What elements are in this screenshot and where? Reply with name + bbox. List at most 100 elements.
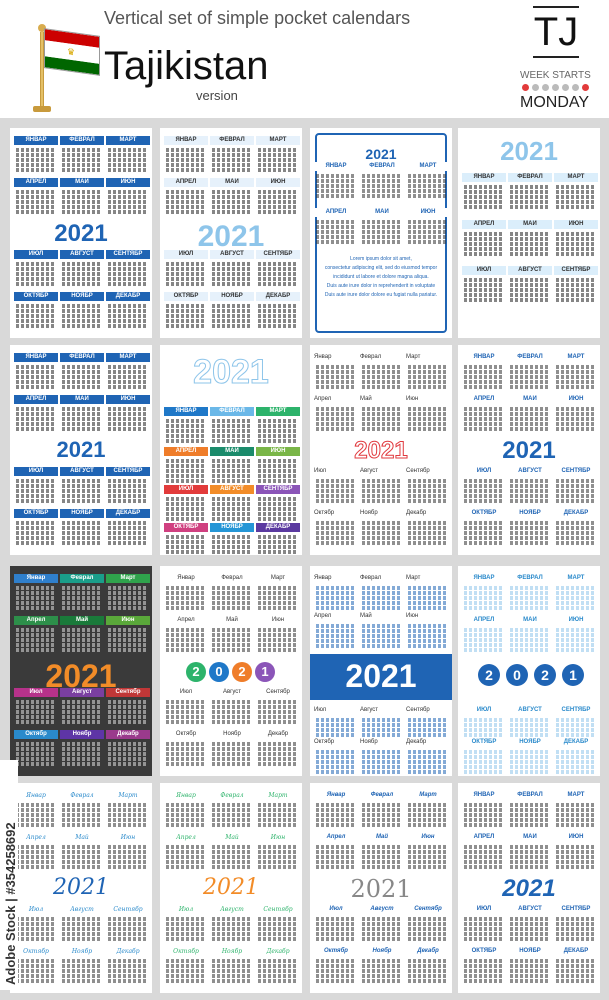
day-row	[556, 205, 596, 209]
day-row	[212, 979, 252, 983]
day-row	[16, 818, 56, 822]
day-row	[212, 512, 252, 516]
month-days	[508, 362, 552, 389]
day-row	[510, 596, 550, 600]
month-name: МАРТ	[256, 407, 300, 416]
month-name: АПРЕЛ	[14, 178, 58, 187]
day-row	[408, 596, 448, 600]
day-row	[16, 153, 56, 157]
day-row	[16, 752, 56, 756]
day-row	[556, 860, 596, 864]
day-row	[62, 606, 102, 610]
month-name: ЯНВАР	[314, 162, 358, 171]
month-days	[60, 956, 104, 983]
day-row	[212, 439, 252, 443]
month-days	[210, 145, 254, 172]
day-row	[258, 469, 298, 473]
month-block: ИЮН	[554, 395, 598, 435]
day-row	[166, 282, 206, 286]
day-row	[16, 282, 56, 286]
day-row	[166, 304, 206, 308]
day-row	[258, 813, 298, 817]
day-row	[556, 521, 596, 525]
calendar-card: Январ Феврал Март Апрел Май Июн Июл Август Сентя…	[160, 783, 302, 993]
day-row	[464, 479, 504, 483]
day-row	[556, 536, 596, 540]
month-name: Октябр	[14, 947, 58, 956]
day-row	[408, 536, 448, 540]
day-row	[62, 932, 102, 936]
day-row	[510, 252, 550, 256]
month-days	[508, 842, 552, 869]
day-row	[62, 927, 102, 931]
year-digit: 2	[232, 662, 252, 682]
month-days	[106, 404, 150, 431]
month-days	[106, 145, 150, 172]
day-row	[166, 512, 206, 516]
day-row	[166, 497, 206, 501]
day-row	[510, 247, 550, 251]
month-block: Январ	[314, 791, 358, 831]
day-row	[316, 499, 356, 503]
month-days	[14, 697, 58, 724]
day-row	[16, 586, 56, 590]
day-row	[408, 606, 448, 610]
day-row	[108, 168, 148, 172]
month-days	[554, 362, 598, 389]
day-row	[362, 855, 402, 859]
day-row	[258, 314, 298, 318]
month-block: СЕНТЯБР	[106, 250, 150, 290]
day-row	[16, 304, 56, 308]
day-row	[510, 526, 550, 530]
day-row	[212, 808, 252, 812]
month-days	[462, 800, 506, 827]
day-row	[62, 808, 102, 812]
month-days	[14, 914, 58, 941]
day-row	[212, 818, 252, 822]
day-row	[166, 606, 206, 610]
month-block: МАРТ	[106, 353, 150, 393]
month-block: СЕНТЯБР	[554, 467, 598, 507]
day-row	[16, 277, 56, 281]
day-row	[212, 200, 252, 204]
day-row	[62, 407, 102, 411]
week-starts-label: WEEK STARTS	[520, 70, 591, 81]
month-name: Май	[60, 833, 104, 842]
day-row	[62, 643, 102, 647]
day-row	[464, 489, 504, 493]
month-block: ЯНВАР	[462, 353, 506, 393]
day-row	[16, 427, 56, 431]
month-name: МАРТ	[554, 173, 598, 182]
day-row	[510, 385, 550, 389]
month-days	[164, 739, 208, 766]
day-row	[212, 860, 252, 864]
month-name: Май	[360, 612, 404, 621]
day-row	[362, 225, 402, 229]
day-row	[258, 419, 298, 423]
month-block: Август	[60, 905, 104, 945]
day-row	[108, 964, 148, 968]
day-row	[212, 959, 252, 963]
day-row	[16, 365, 56, 369]
day-row	[510, 489, 550, 493]
day-row	[108, 633, 148, 637]
day-row	[258, 720, 298, 724]
month-days	[360, 171, 404, 198]
day-row	[166, 823, 206, 827]
month-days	[314, 914, 358, 941]
day-row	[316, 601, 356, 605]
month-block: ИЮН	[106, 178, 150, 218]
month-name: АВГУСТ	[60, 467, 104, 476]
day-row	[16, 762, 56, 766]
calendar-grid: ЯНВАР ФЕВРАЛ МАРТ АПРЕЛ МАЙ ИЮН ИЮЛ АВГУСТ СЕНТЯ…	[0, 118, 609, 1000]
year-title: 2021	[54, 220, 108, 247]
month-name: Ноябр	[60, 730, 104, 739]
year-title: 2021	[53, 875, 109, 900]
month-block: Декабр	[106, 947, 150, 987]
day-row	[16, 742, 56, 746]
month-name: СЕНТЯБР	[106, 250, 150, 259]
month-name: АВГУСТ	[60, 250, 104, 259]
day-row	[408, 629, 448, 633]
month-days	[406, 747, 450, 774]
